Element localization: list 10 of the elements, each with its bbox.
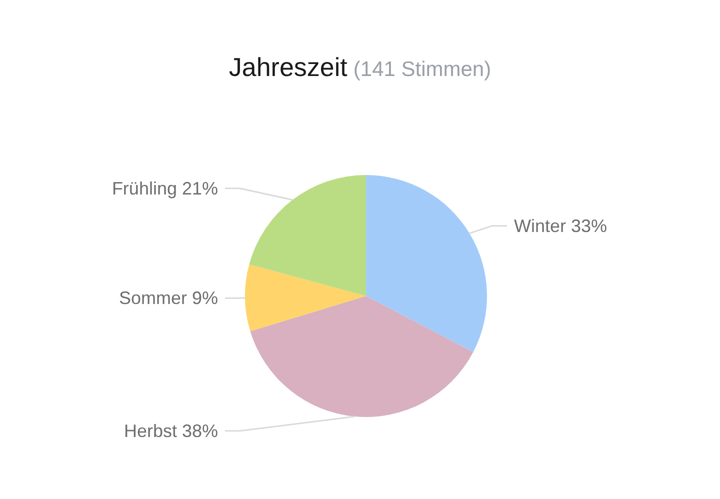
pie-slice <box>366 175 487 352</box>
pie-slice <box>250 296 474 417</box>
chart-subtitle: (141 Stimmen) <box>353 58 492 81</box>
pie-slice <box>249 175 366 296</box>
slice-label: Herbst 38% <box>124 420 218 441</box>
chart-title: Jahreszeit <box>228 52 348 82</box>
slice-label: Frühling 21% <box>112 178 218 198</box>
slice-label: Winter 33% <box>514 216 608 236</box>
slice-label: Sommer 9% <box>118 288 218 308</box>
pie-slice <box>245 264 366 332</box>
